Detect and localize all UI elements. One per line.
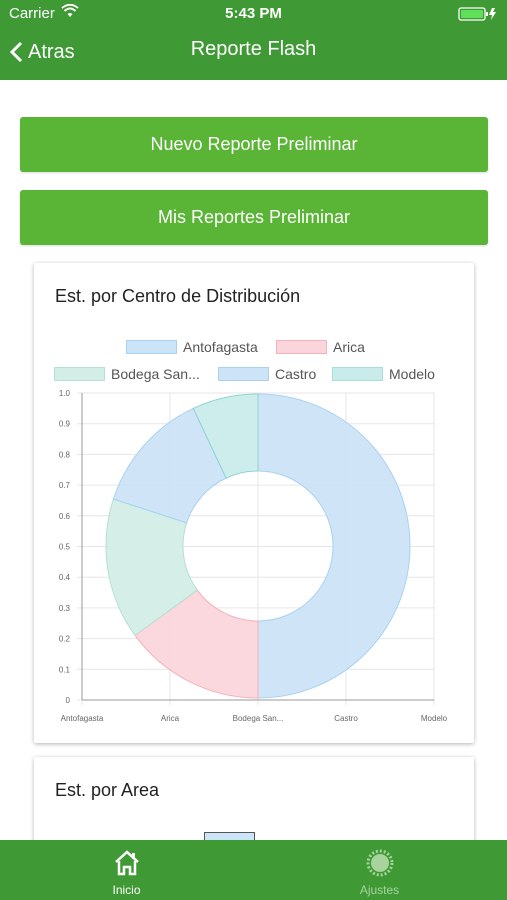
card-title: Est. por Area xyxy=(55,780,160,800)
x-tick-label: Arica xyxy=(161,714,180,723)
battery-icon xyxy=(458,6,498,26)
tab-label: Inicio xyxy=(112,883,141,897)
x-tick-label: Castro xyxy=(334,714,358,723)
nuevo-reporte-button[interactable]: Nuevo Reporte Preliminar xyxy=(20,117,488,172)
tab-label: Ajustes xyxy=(359,883,400,897)
legend-label: Arica xyxy=(333,339,365,355)
legend-item-arica[interactable]: Arica xyxy=(276,339,365,355)
y-tick-label: 0.2 xyxy=(59,635,71,644)
back-button[interactable]: Atras xyxy=(10,36,75,68)
tab-ajustes[interactable]: Ajustes xyxy=(253,840,506,900)
back-label: Atras xyxy=(28,40,75,63)
legend-label: Modelo xyxy=(389,366,435,382)
y-tick-label: 0.8 xyxy=(59,450,71,459)
legend-label: Bodega San... xyxy=(111,366,200,382)
carrier-label: Carrier xyxy=(9,5,55,22)
centro-distribucion-card: Est. por Centro de Distribución Antofaga… xyxy=(34,263,474,743)
pie-slice-antofagasta xyxy=(257,393,411,699)
y-tick-label: 0.6 xyxy=(59,512,71,521)
wifi-icon xyxy=(61,3,79,22)
x-tick-label: Bodega San... xyxy=(233,714,284,723)
x-tick-label: Modelo xyxy=(421,714,448,723)
card-title: Est. por Centro de Distribución xyxy=(55,286,301,306)
tab-bar: Inicio Ajustes xyxy=(0,840,507,900)
y-tick-label: 0.1 xyxy=(59,665,71,674)
x-tick-label: Antofagasta xyxy=(61,714,104,723)
legend-swatch xyxy=(126,340,177,354)
legend-item-modelo[interactable]: Modelo xyxy=(332,366,435,382)
legend-item-bodega[interactable]: Bodega San... xyxy=(54,366,200,382)
status-bar: Carrier 5:43 PM xyxy=(0,0,507,28)
header: Carrier 5:43 PM Atras Reporte Flash xyxy=(0,0,507,80)
status-time: 5:43 PM xyxy=(225,5,282,22)
y-tick-label: 0 xyxy=(66,696,71,705)
mis-reportes-button[interactable]: Mis Reportes Preliminar xyxy=(20,190,488,245)
page-title: Reporte Flash xyxy=(190,38,317,60)
y-tick-label: 0.4 xyxy=(59,573,71,582)
legend-label: Castro xyxy=(275,366,317,382)
legend-swatch xyxy=(332,367,383,381)
y-tick-label: 1.0 xyxy=(59,389,71,398)
donut-chart: 1.0 0.9 0.8 0.7 0.6 0.5 0.4 0.3 0.2 0.1 0 Antofagas… xyxy=(59,389,448,723)
pie-slice-modelo xyxy=(192,393,259,479)
y-tick-label: 0.5 xyxy=(59,543,71,552)
chevron-left-icon xyxy=(10,41,23,63)
legend-swatch xyxy=(218,367,269,381)
nav-bar: Atras Reporte Flash xyxy=(0,28,507,78)
gear-icon xyxy=(366,849,393,877)
legend-item-antofagasta[interactable]: Antofagasta xyxy=(126,339,258,355)
y-tick-label: 0.9 xyxy=(59,420,71,429)
legend-swatch xyxy=(54,367,105,381)
home-icon xyxy=(114,850,139,876)
legend-item-castro[interactable]: Castro xyxy=(218,366,316,382)
legend-swatch xyxy=(276,340,327,354)
y-tick-label: 0.3 xyxy=(59,604,71,613)
legend-label: Antofagasta xyxy=(183,339,258,355)
tab-inicio[interactable]: Inicio xyxy=(0,840,253,900)
y-tick-label: 0.7 xyxy=(59,481,71,490)
